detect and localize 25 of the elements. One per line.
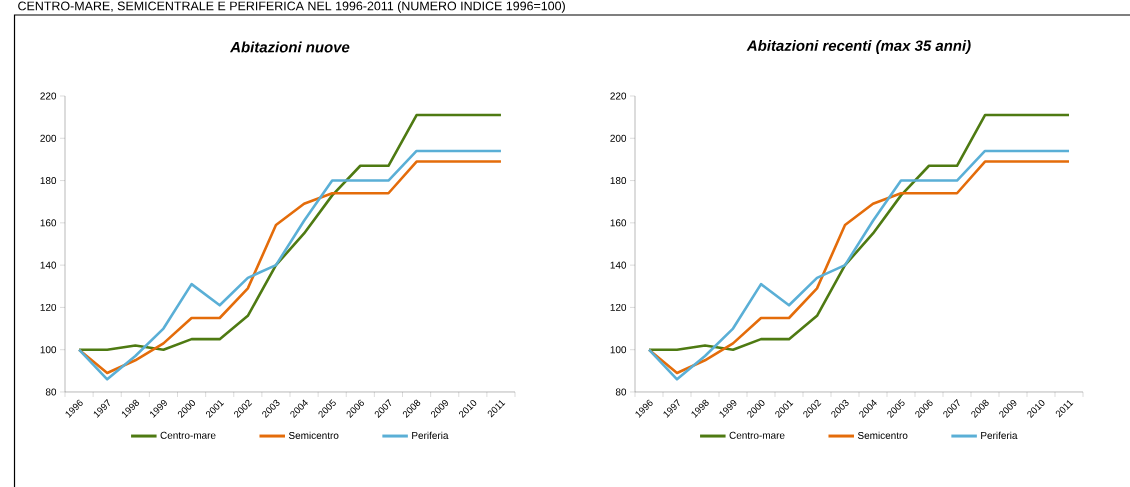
y-tick-label: 200: [610, 134, 627, 142]
y-tick-label: 120: [40, 303, 57, 311]
chart-title: Abitazioni nuove: [229, 41, 350, 53]
legend-label: Centro-mare: [160, 431, 216, 439]
y-tick-label: 100: [40, 346, 57, 354]
y-tick-label: 180: [40, 177, 57, 185]
y-tick-label: 80: [45, 388, 57, 396]
y-tick-label: 160: [610, 219, 627, 227]
legend-label: Semicentro: [288, 431, 339, 439]
y-tick-label: 80: [615, 388, 627, 396]
y-tick-label: 220: [40, 92, 57, 100]
y-tick-label: 180: [610, 177, 627, 185]
chart-title: Abitazioni recenti (max 35 anni): [746, 40, 971, 54]
legend-label: Periferia: [981, 431, 1018, 439]
y-tick-label: 140: [40, 261, 57, 269]
legend-label: Periferia: [412, 431, 449, 439]
legend-label: Centro-mare: [729, 431, 785, 439]
y-tick-label: 120: [610, 303, 627, 311]
text: CENTRO-MARE, SEMICENTRALE E PERIFERICA NEL 1996-2011 (NUMERO INDICE 1996=100): [18, 1, 565, 13]
y-tick-label: 100: [610, 346, 627, 354]
y-tick-label: 200: [40, 134, 57, 142]
y-tick-label: 220: [610, 92, 627, 100]
y-tick-label: 160: [40, 219, 57, 227]
y-tick-label: 140: [610, 261, 627, 269]
legend-label: Semicentro: [857, 431, 908, 439]
